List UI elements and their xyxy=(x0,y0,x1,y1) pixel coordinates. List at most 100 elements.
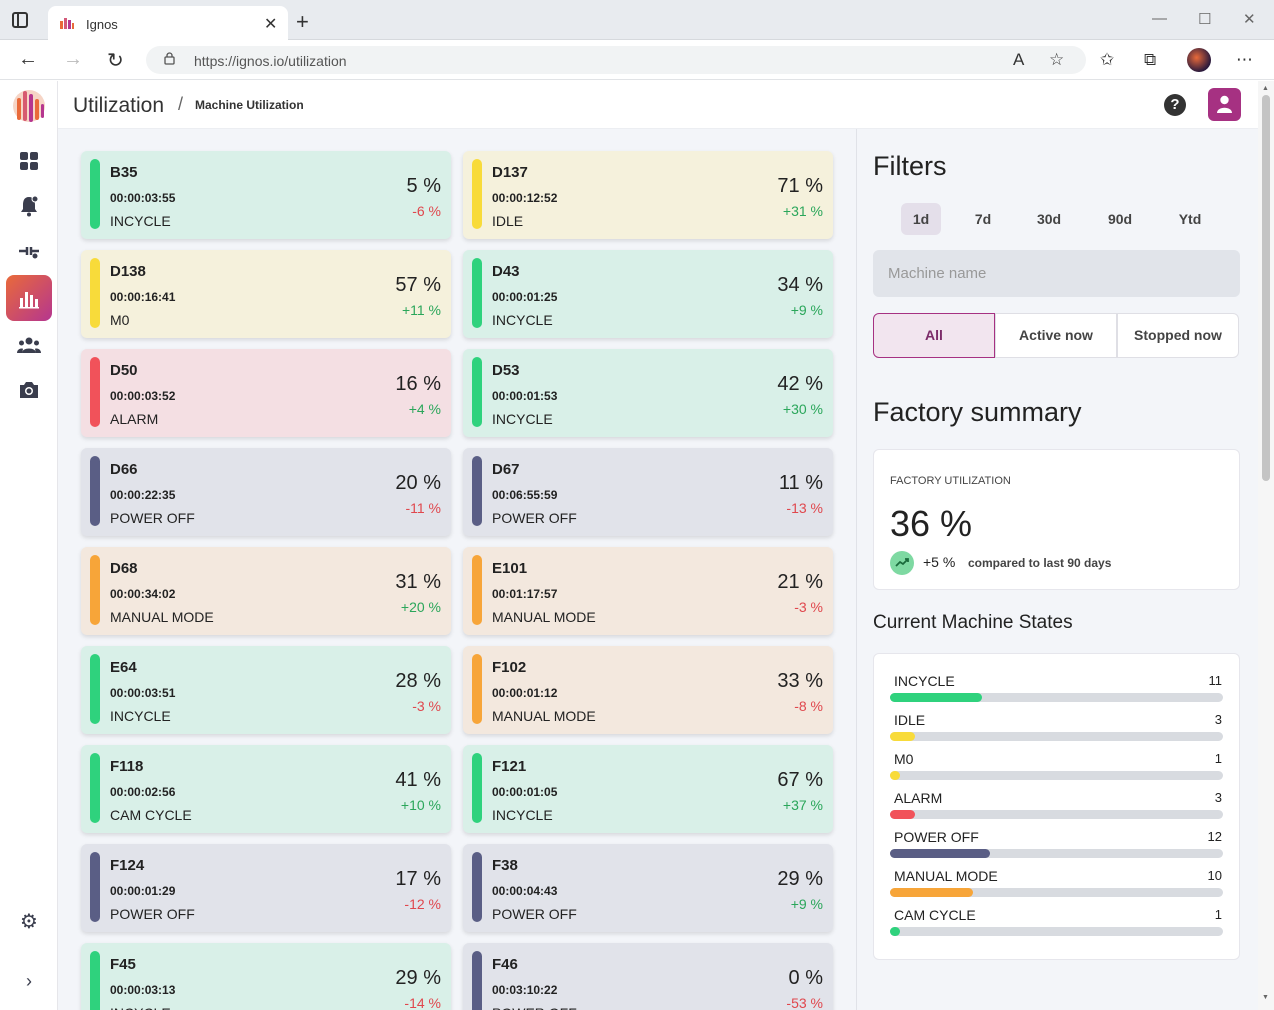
collections-icon[interactable]: ⧉ xyxy=(1144,50,1157,69)
range-1d-button[interactable]: 1d xyxy=(901,203,941,235)
help-icon[interactable]: ? xyxy=(1164,94,1186,116)
user-icon xyxy=(1217,95,1232,113)
machine-card[interactable]: D50 00:00:03:52 ALARM 16 % +4 % xyxy=(81,349,451,437)
browser-tabbar: Ignos ✕ + — ☐ ✕ xyxy=(0,0,1274,40)
dashboard-icon[interactable] xyxy=(17,149,41,173)
machine-state: POWER OFF xyxy=(492,510,577,526)
app-header: Utilization / Machine Utilization ? xyxy=(58,81,1258,129)
machine-card[interactable]: B35 00:00:03:55 INCYCLE 5 % -6 % xyxy=(81,151,451,239)
machine-card[interactable]: D43 00:00:01:25 INCYCLE 34 % +9 % xyxy=(463,250,833,338)
machine-state-label: POWER OFF xyxy=(894,829,979,845)
back-icon[interactable]: ← xyxy=(18,48,38,70)
settings-gear-icon[interactable]: ⚙ xyxy=(20,910,38,933)
machine-utilization: 42 % xyxy=(777,373,823,395)
expand-sidebar-chevron-icon[interactable]: › xyxy=(26,970,32,991)
tab-actions-icon[interactable] xyxy=(12,12,28,28)
machine-card[interactable]: F124 00:00:01:29 POWER OFF 17 % -12 % xyxy=(81,844,451,932)
machine-state: POWER OFF xyxy=(492,906,577,922)
machine-card[interactable]: D137 00:00:12:52 IDLE 71 % +31 % xyxy=(463,151,833,239)
reload-icon[interactable]: ↻ xyxy=(107,50,124,72)
machine-card[interactable]: D53 00:00:01:53 INCYCLE 42 % +30 % xyxy=(463,349,833,437)
machine-utilization-delta: +20 % xyxy=(400,599,441,615)
machine-status-bar xyxy=(90,753,100,823)
breadcrumb[interactable]: Machine Utilization xyxy=(195,98,304,112)
machine-utilization-delta: -6 % xyxy=(412,203,441,219)
maximize-icon[interactable]: ☐ xyxy=(1198,11,1212,28)
machine-state: POWER OFF xyxy=(110,510,195,526)
machine-card[interactable]: F38 00:00:04:43 POWER OFF 29 % +9 % xyxy=(463,844,833,932)
browser-tab[interactable]: Ignos ✕ xyxy=(48,6,288,40)
factory-utilization-card: FACTORY UTILIZATION 36 % +5 % compared t… xyxy=(873,449,1240,590)
read-aloud-icon[interactable]: A xyxy=(1013,50,1025,69)
machine-name: D138 xyxy=(110,263,146,280)
machine-card[interactable]: D66 00:00:22:35 POWER OFF 20 % -11 % xyxy=(81,448,451,536)
machine-status-bar xyxy=(90,159,100,229)
scroll-up-icon[interactable]: ▲ xyxy=(1262,85,1269,92)
integrations-icon[interactable] xyxy=(17,239,41,263)
machine-card[interactable]: F118 00:00:02:56 CAM CYCLE 41 % +10 % xyxy=(81,745,451,833)
window-close-icon[interactable]: ✕ xyxy=(1243,11,1256,28)
machine-utilization-delta: +9 % xyxy=(790,896,823,912)
machine-state-track xyxy=(890,771,1223,780)
machine-state-track xyxy=(890,732,1223,741)
machine-duration: 00:00:12:52 xyxy=(492,191,558,205)
range-ytd-button[interactable]: Ytd xyxy=(1178,211,1202,227)
machine-utilization: 67 % xyxy=(777,769,823,791)
filter-all-button[interactable]: All xyxy=(873,313,995,358)
camera-icon[interactable] xyxy=(17,378,41,402)
browser-profile-avatar[interactable] xyxy=(1187,48,1211,72)
machine-utilization-delta: -11 % xyxy=(405,500,441,516)
favorites-icon[interactable]: ✩ xyxy=(1100,50,1115,69)
filter-stopped-now-button[interactable]: Stopped now xyxy=(1117,313,1239,358)
machine-name-input[interactable]: Machine name xyxy=(873,250,1240,297)
new-tab-icon[interactable]: + xyxy=(296,9,309,34)
machine-state-fill xyxy=(890,732,915,741)
machine-state-fill xyxy=(890,771,900,780)
machine-card[interactable]: E64 00:00:03:51 INCYCLE 28 % -3 % xyxy=(81,646,451,734)
utilization-chart-icon xyxy=(19,292,39,309)
machine-card[interactable]: D67 00:06:55:59 POWER OFF 11 % -13 % xyxy=(463,448,833,536)
forward-icon[interactable]: → xyxy=(63,48,83,70)
machine-card[interactable]: F45 00:00:03:13 INCYCLE 29 % -14 % xyxy=(81,943,451,1010)
browser-addressbar: ← → ↻ https://ignos.io/utilization A ☆ ✩… xyxy=(0,40,1274,80)
machine-utilization: 71 % xyxy=(777,175,823,197)
machine-status-bar xyxy=(90,951,100,1010)
machine-state-label: INCYCLE xyxy=(894,673,955,689)
more-menu-icon[interactable]: ⋯ xyxy=(1236,50,1253,69)
machine-state-label: MANUAL MODE xyxy=(894,868,998,884)
machine-status-bar xyxy=(90,654,100,724)
filter-active-now-button[interactable]: Active now xyxy=(995,313,1117,358)
machine-duration: 00:01:17:57 xyxy=(492,587,558,601)
machine-card[interactable]: D68 00:00:34:02 MANUAL MODE 31 % +20 % xyxy=(81,547,451,635)
range-30d-button[interactable]: 30d xyxy=(1036,211,1062,227)
machine-state: MANUAL MODE xyxy=(110,609,214,625)
range-7d-button[interactable]: 7d xyxy=(974,211,992,227)
add-favorite-icon[interactable]: ☆ xyxy=(1049,50,1065,69)
range-90d-button[interactable]: 90d xyxy=(1107,211,1133,227)
machine-state-count: 11 xyxy=(1208,673,1223,688)
user-menu-button[interactable] xyxy=(1208,88,1241,121)
machine-utilization: 16 % xyxy=(395,373,441,395)
tab-close-icon[interactable]: ✕ xyxy=(264,16,278,33)
machine-status-bar xyxy=(472,258,482,328)
machine-utilization: 31 % xyxy=(395,571,441,593)
machine-card[interactable]: F121 00:00:01:05 INCYCLE 67 % +37 % xyxy=(463,745,833,833)
url-field[interactable]: https://ignos.io/utilization xyxy=(146,46,1086,74)
machine-duration: 00:06:55:59 xyxy=(492,488,558,502)
machine-card[interactable]: E101 00:01:17:57 MANUAL MODE 21 % -3 % xyxy=(463,547,833,635)
scroll-down-icon[interactable]: ▼ xyxy=(1262,994,1269,1001)
machine-card[interactable]: D138 00:00:16:41 M0 57 % +11 % xyxy=(81,250,451,338)
machine-utilization: 34 % xyxy=(777,274,823,296)
machine-name: F45 xyxy=(110,956,136,973)
sidebar-item-utilization[interactable] xyxy=(6,275,52,321)
scroll-thumb[interactable] xyxy=(1262,95,1270,481)
machine-utilization-delta: +30 % xyxy=(782,401,823,417)
machine-card[interactable]: F46 00:03:10:22 POWER OFF 0 % -53 % xyxy=(463,943,833,1010)
machine-state: INCYCLE xyxy=(492,411,553,427)
page-scrollbar[interactable]: ▲ ▼ xyxy=(1258,81,1274,1010)
machine-duration: 00:00:01:05 xyxy=(492,785,558,799)
people-icon[interactable] xyxy=(17,333,41,357)
machine-card[interactable]: F102 00:00:01:12 MANUAL MODE 33 % -8 % xyxy=(463,646,833,734)
minimize-icon[interactable]: — xyxy=(1152,10,1167,27)
bell-icon[interactable] xyxy=(17,194,41,218)
